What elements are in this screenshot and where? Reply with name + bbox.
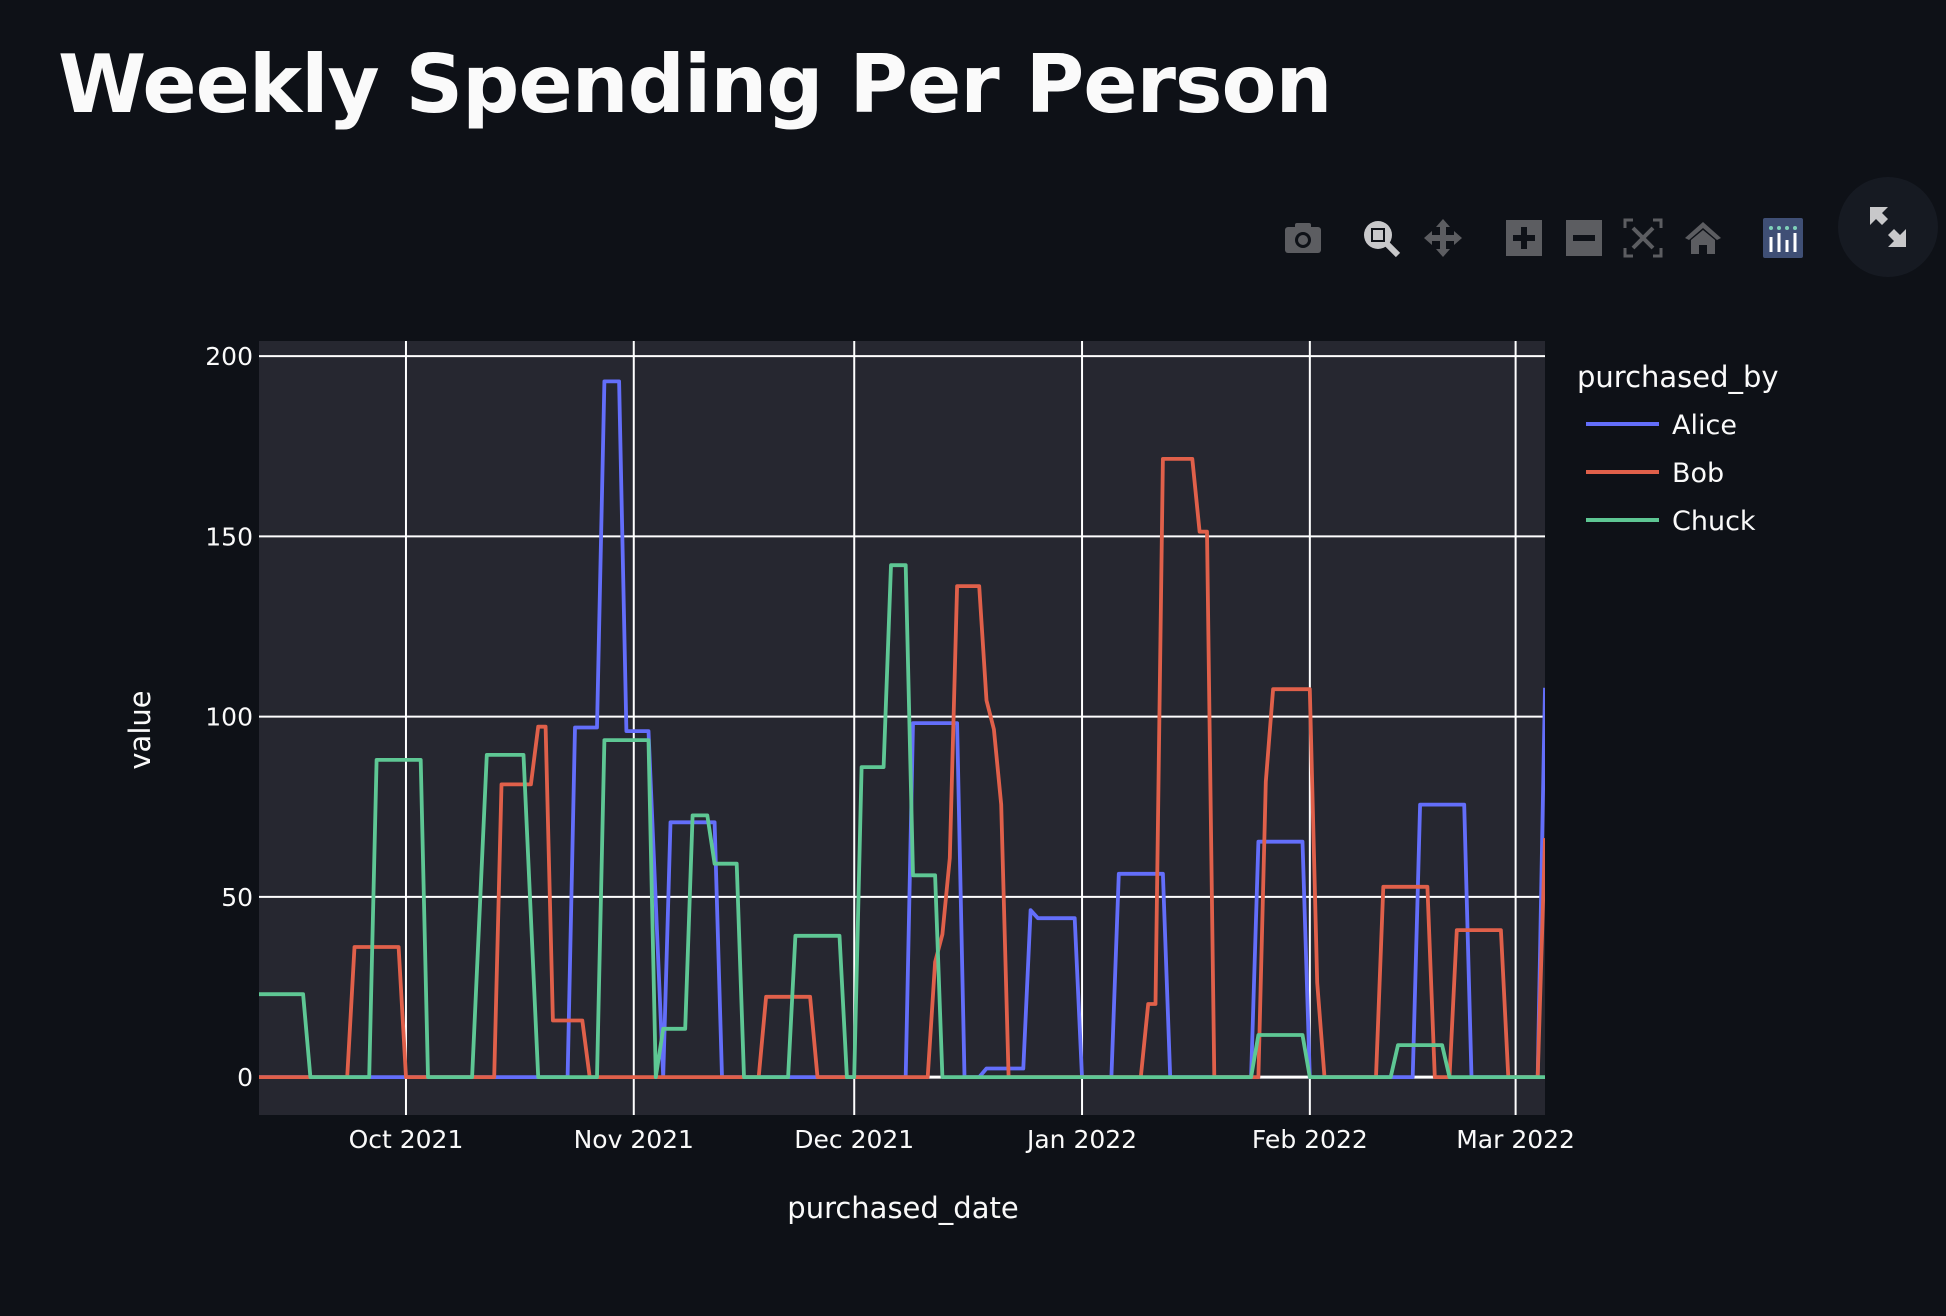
autoscale-icon[interactable] [1623, 218, 1663, 258]
zoom-out-icon[interactable] [1564, 218, 1604, 258]
fullscreen-button[interactable] [1838, 177, 1938, 277]
legend-item-chuck[interactable]: Chuck [1586, 506, 1756, 537]
legend-title: purchased_by [1577, 360, 1779, 394]
legend-label: Alice [1672, 410, 1737, 441]
y-tick-label: 200 [205, 342, 253, 371]
y-tick-label: 150 [205, 522, 253, 551]
page-title: Weekly Spending Per Person [58, 38, 1332, 131]
x-tick-label: Jan 2022 [1025, 1125, 1137, 1154]
legend-item-alice[interactable]: Alice [1586, 410, 1737, 441]
series-line-chuck[interactable] [259, 563, 1545, 1079]
y-tick-label: 100 [205, 703, 253, 732]
legend-item-bob[interactable]: Bob [1586, 458, 1724, 489]
y-axis-title: value [123, 690, 157, 769]
plot-area[interactable] [259, 341, 1545, 1115]
legend-label: Bob [1672, 458, 1724, 489]
camera-icon[interactable] [1283, 218, 1323, 258]
x-tick-label: Dec 2021 [794, 1125, 914, 1154]
y-tick-label: 50 [221, 883, 253, 912]
y-tick-label: 0 [237, 1063, 253, 1092]
x-tick-label: Feb 2022 [1252, 1125, 1368, 1154]
zoom-icon[interactable] [1361, 218, 1401, 258]
pan-icon[interactable] [1423, 218, 1463, 258]
series-line-bob[interactable] [259, 456, 1545, 1079]
legend: Alice Bob Chuck [1586, 410, 1756, 537]
legend-label: Chuck [1672, 506, 1756, 537]
reset-axes-home-icon[interactable] [1683, 218, 1723, 258]
plotly-logo-icon[interactable] [1763, 218, 1803, 258]
zoom-in-icon[interactable] [1504, 218, 1544, 258]
x-tick-label: Nov 2021 [574, 1125, 694, 1154]
expand-icon [1870, 207, 1906, 247]
x-tick-label: Oct 2021 [349, 1125, 464, 1154]
x-axis-title: purchased_date [787, 1191, 1018, 1225]
x-tick-label: Mar 2022 [1456, 1125, 1575, 1154]
